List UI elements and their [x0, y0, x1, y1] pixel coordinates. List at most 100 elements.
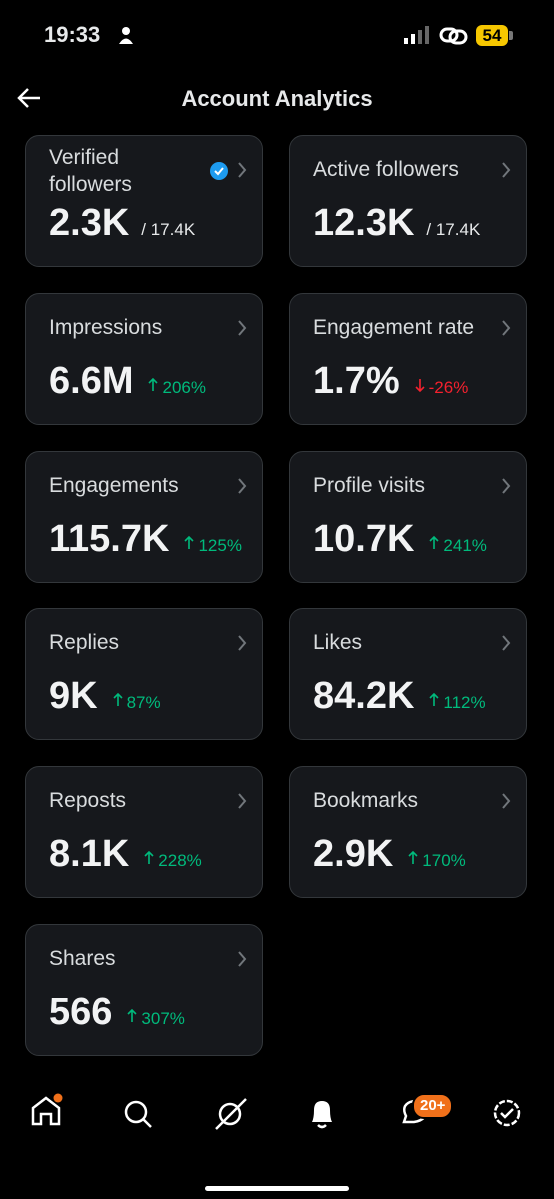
- stat-label: Engagements: [49, 473, 179, 497]
- stat-card[interactable]: Impressions 6.6M 206%: [25, 292, 263, 425]
- stat-change-text: 112%: [443, 693, 486, 713]
- stat-change: 87%: [112, 692, 161, 713]
- trend-arrow: [127, 1008, 137, 1022]
- stat-card[interactable]: Bookmarks 2.9K 170%: [289, 766, 527, 899]
- stat-card[interactable]: Engagements 115.7K 125%: [25, 450, 263, 583]
- stat-card[interactable]: Reposts 8.1K 228%: [25, 766, 263, 899]
- notifications-tab[interactable]: [312, 1101, 332, 1129]
- stat-label: Shares: [49, 947, 116, 970]
- stat-change: 112%: [428, 692, 486, 713]
- stat-change-text: 241%: [443, 535, 487, 555]
- trend-arrow: [184, 535, 195, 549]
- stat-label: Bookmarks: [313, 789, 419, 813]
- stat-card[interactable]: Likes 84.2K 112%: [289, 608, 527, 741]
- signal-icon: [404, 26, 429, 44]
- stat-total: / 17.4K: [426, 220, 481, 239]
- trend-arrow: [113, 693, 123, 707]
- stat-card[interactable]: Verified followers 2.3K / 17.4K: [25, 135, 263, 267]
- stat-value: 1.7%: [313, 359, 400, 402]
- stat-value-row: 2.9K 170%: [313, 833, 466, 876]
- stat-value-row: 2.3K / 17.4K: [49, 202, 195, 245]
- chevron: [238, 320, 247, 336]
- stat-card[interactable]: Profile visits 10.7K 241%: [289, 450, 527, 583]
- battery-cap: [509, 31, 513, 40]
- stat-value: 8.1K: [49, 833, 130, 876]
- messages-badge: 20+: [412, 1093, 454, 1119]
- chevron: [502, 793, 511, 809]
- stat-change: -26%: [414, 377, 469, 398]
- stat-label: Replies: [49, 631, 120, 655]
- stat-card[interactable]: Replies 9K 87%: [25, 608, 263, 741]
- stat-change: 206%: [147, 377, 206, 398]
- stat-value: 6.6M: [49, 359, 134, 402]
- stat-label: Likes: [313, 631, 363, 655]
- grok-tab[interactable]: [215, 1098, 247, 1130]
- stat-value-row: 84.2K 112%: [313, 675, 486, 718]
- stat-value: 2.3K: [49, 202, 130, 244]
- stat-card[interactable]: Active followers 12.3K / 17.4K: [289, 135, 527, 267]
- home-tab[interactable]: [31, 1093, 63, 1126]
- stat-card[interactable]: Engagement rate 1.7% -26%: [289, 292, 527, 425]
- chevron: [238, 951, 247, 967]
- stat-value: 115.7K: [49, 517, 170, 560]
- home-indicator: [205, 1186, 349, 1191]
- stat-change-text: 87%: [126, 693, 161, 713]
- chevron: [238, 477, 247, 494]
- trend-arrow: [415, 378, 425, 392]
- person-icon: [119, 27, 133, 44]
- stat-change-text: 125%: [198, 535, 242, 555]
- trend-arrow: [144, 851, 154, 865]
- stat-value-row: 9K 87%: [49, 675, 161, 718]
- trend-arrow: [429, 535, 439, 549]
- battery: 54: [476, 25, 508, 46]
- chevron: [238, 635, 247, 652]
- stat-label: Impressions: [49, 315, 163, 339]
- stat-value: 84.2K: [313, 675, 415, 718]
- trend-arrow: [148, 377, 159, 391]
- stat-card[interactable]: Shares 566 307%: [25, 924, 263, 1056]
- chevron: [238, 162, 247, 178]
- page-title: Account Analytics: [181, 86, 373, 111]
- stat-total: / 17.4K: [141, 220, 196, 239]
- search-tab[interactable]: [124, 1100, 152, 1128]
- chevron: [502, 320, 511, 336]
- stat-change: 307%: [126, 1008, 185, 1029]
- chevron: [238, 793, 247, 809]
- stat-value: 10.7K: [313, 517, 415, 560]
- stat-value: 9K: [49, 675, 98, 718]
- chevron: [502, 477, 511, 494]
- trend-arrow: [408, 851, 418, 865]
- chevron: [502, 635, 511, 652]
- stat-label: Verified followers: [49, 146, 132, 196]
- stat-change: 170%: [407, 850, 466, 871]
- link-icon: [439, 27, 468, 45]
- stat-change-text: 170%: [422, 851, 466, 871]
- stat-change-text: 307%: [141, 1009, 185, 1028]
- stat-value-row: 1.7% -26%: [313, 360, 468, 403]
- stat-value: 2.9K: [313, 833, 394, 876]
- stat-value-row: 10.7K 241%: [313, 518, 487, 561]
- stat-change: 228%: [143, 850, 202, 871]
- chevron: [502, 162, 511, 178]
- stat-label: Profile visits: [313, 473, 426, 497]
- stat-value-row: 115.7K 125%: [49, 518, 242, 561]
- stat-value: 566: [49, 991, 113, 1033]
- stat-value-row: 566 307%: [49, 991, 185, 1034]
- stat-change-text: -26%: [428, 377, 469, 397]
- trend-arrow: [429, 693, 439, 707]
- stat-value-row: 8.1K 228%: [49, 833, 202, 876]
- communities-tab[interactable]: [493, 1099, 521, 1127]
- back-button[interactable]: [16, 86, 42, 110]
- stat-label: Engagement rate: [313, 315, 475, 339]
- stat-change-text: 206%: [162, 377, 206, 397]
- stat-value: 12.3K: [313, 202, 415, 244]
- stat-label: Reposts: [49, 789, 127, 813]
- status-time: 19:33: [44, 22, 101, 47]
- stat-label: Active followers: [313, 158, 459, 181]
- verified-badge: [210, 162, 228, 180]
- bottom-nav: [31, 1093, 521, 1130]
- stat-change: 125%: [183, 535, 242, 556]
- stat-value-row: 6.6M 206%: [49, 360, 206, 403]
- stat-change-text: 228%: [158, 851, 202, 871]
